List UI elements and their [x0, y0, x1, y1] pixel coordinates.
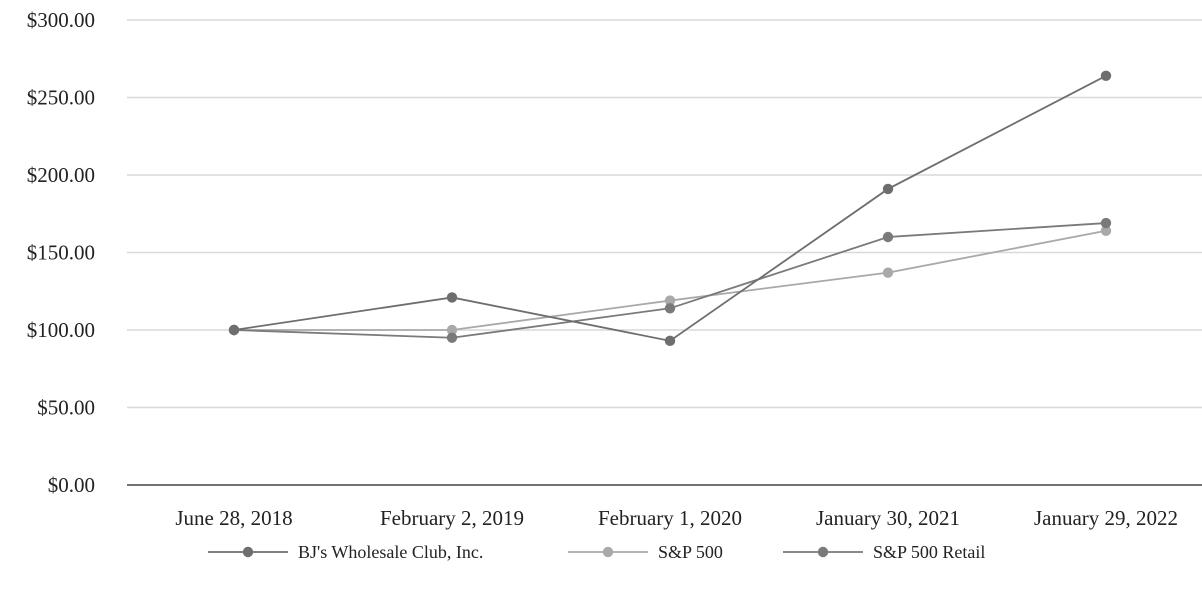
data-point — [446, 324, 458, 336]
data-point — [1100, 70, 1112, 82]
data-point — [664, 335, 676, 347]
series-line — [233, 222, 1107, 339]
legend-marker — [242, 546, 254, 558]
data-point — [882, 183, 894, 195]
data-point — [882, 231, 894, 243]
y-tick-label: $200.00 — [27, 163, 95, 187]
legend-label: BJ's Wholesale Club, Inc. — [298, 542, 483, 562]
series-line — [234, 229, 1107, 331]
data-point — [664, 303, 676, 314]
data-point — [1100, 225, 1112, 236]
x-tick-label: February 1, 2020 — [598, 506, 742, 530]
data-point — [228, 324, 240, 336]
y-tick-label: $0.00 — [48, 473, 95, 497]
legend-label: S&P 500 Retail — [873, 542, 985, 562]
series-layer — [228, 70, 1112, 347]
legend-marker — [602, 546, 614, 558]
legend-marker — [817, 546, 829, 558]
x-tick-label: January 29, 2022 — [1034, 506, 1178, 530]
x-tick-label: June 28, 2018 — [175, 506, 292, 530]
y-tick-label: $100.00 — [27, 318, 95, 342]
y-tick-label: $250.00 — [27, 86, 95, 110]
data-point — [882, 267, 894, 278]
data-point — [446, 332, 458, 343]
axis-layer: $0.00 $50.00 $100.00 $150.00 $200.00 $250.00 $… — [27, 8, 1202, 530]
legend-label: S&P 500 — [658, 542, 723, 562]
x-tick-label: February 2, 2019 — [380, 506, 524, 530]
y-tick-label: $150.00 — [27, 241, 95, 265]
legend: BJ's Wholesale Club, Inc. S&P 500 S&P 500 … — [208, 542, 985, 562]
data-point — [664, 295, 676, 306]
x-tick-label: January 30, 2021 — [816, 506, 960, 530]
y-tick-label: $50.00 — [37, 396, 95, 420]
data-point — [1100, 217, 1112, 229]
y-tick-label: $300.00 — [27, 8, 95, 32]
data-point — [446, 292, 458, 303]
grid-layer — [127, 19, 1202, 409]
